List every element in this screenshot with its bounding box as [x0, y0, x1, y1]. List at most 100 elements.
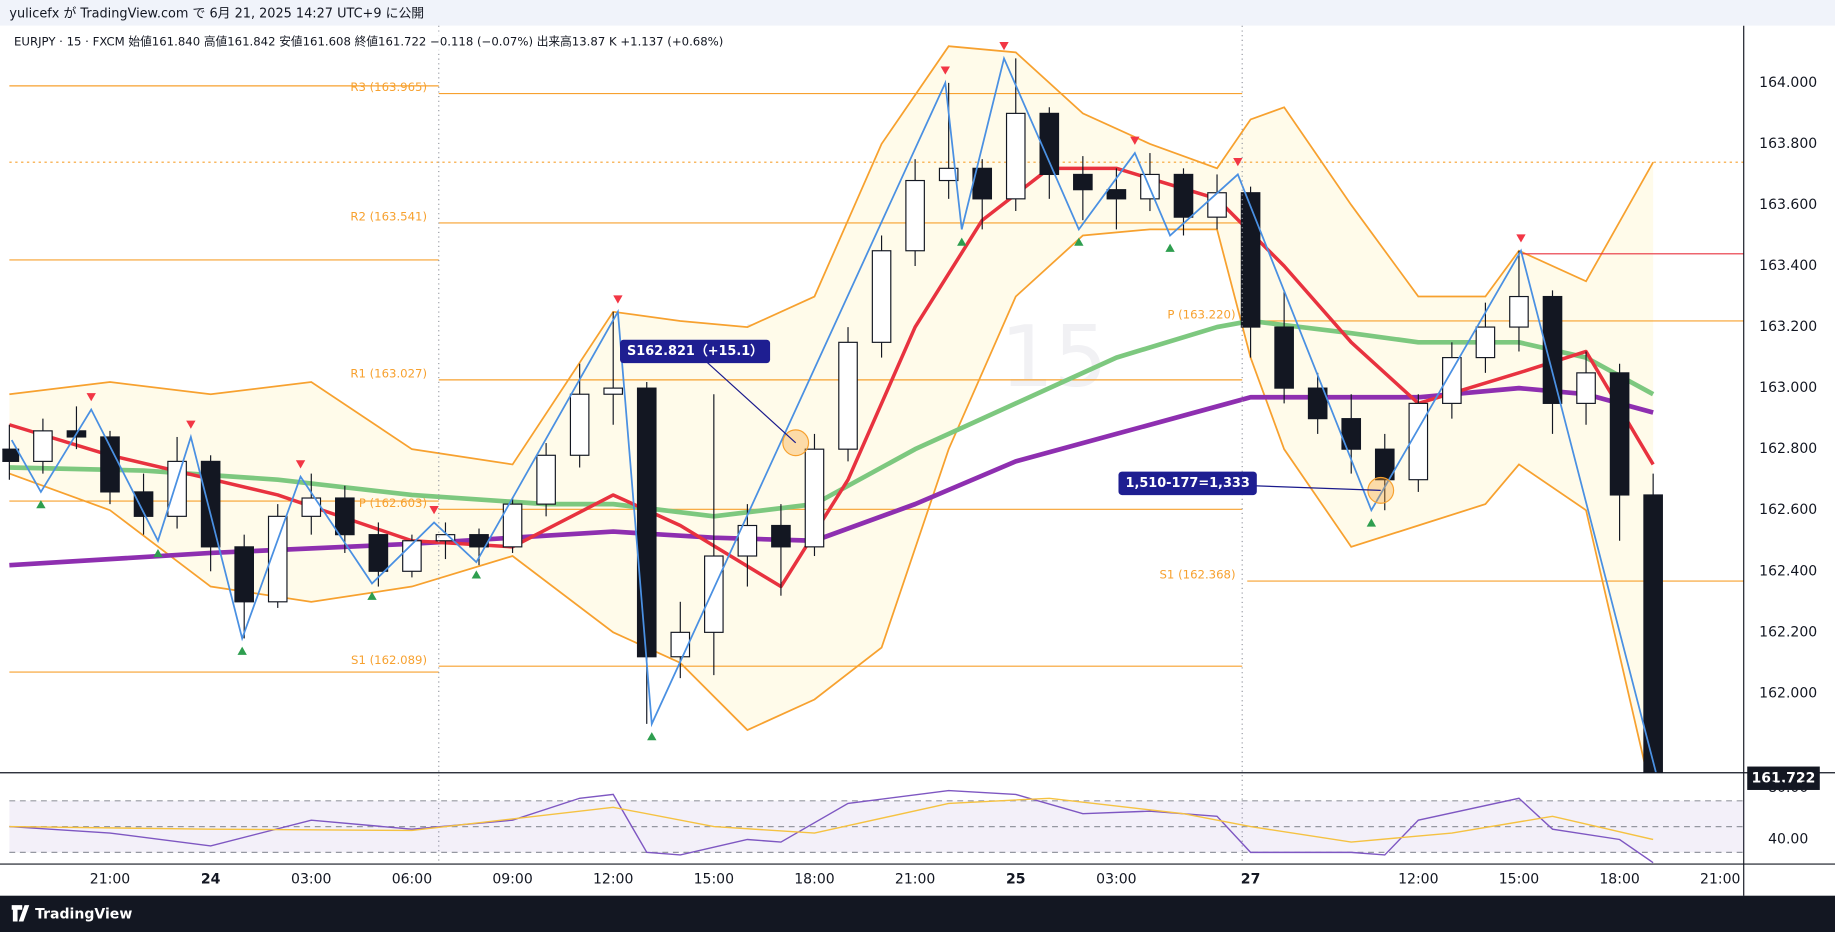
- header-bar: [0, 0, 1835, 26]
- y-tick-label: 163.400: [1759, 258, 1817, 274]
- annotation-box: [1118, 471, 1257, 496]
- last-price-box: [1747, 766, 1820, 790]
- swing-high-marker: [295, 460, 306, 469]
- x-tick-label: 25: [1006, 871, 1026, 887]
- swing-high-marker: [1130, 136, 1140, 145]
- swing-low-marker: [237, 646, 247, 655]
- swing-low-marker: [471, 570, 482, 579]
- legend-bg: [9, 31, 700, 51]
- zigzag: [10, 55, 1657, 773]
- candle-body: [335, 497, 355, 536]
- level-label: P (163.220): [1167, 308, 1235, 322]
- candle-body: [1609, 372, 1630, 496]
- x-tick-label: 12:00: [593, 871, 633, 887]
- candle-body: [33, 430, 53, 462]
- x-tick-label: 03:00: [291, 871, 331, 887]
- swing-high-marker: [1233, 158, 1243, 167]
- footer-logo: TradingView: [35, 906, 132, 922]
- candle-body: [1374, 448, 1395, 481]
- candle-body: [1643, 494, 1663, 773]
- candle-body: [938, 167, 959, 182]
- candle-body: [1509, 295, 1529, 328]
- candle-body: [1576, 372, 1596, 404]
- candle-body: [301, 497, 322, 517]
- swing-low-marker: [367, 591, 377, 600]
- annotation-box: [620, 339, 771, 364]
- swing-high-marker: [1516, 234, 1526, 243]
- candle-body: [737, 524, 758, 557]
- candle-body: [1542, 295, 1563, 404]
- y-tick-label: 163.000: [1759, 380, 1817, 396]
- candle-body: [1106, 189, 1127, 200]
- swing-low-marker: [647, 732, 657, 741]
- level-label: R3 (163.965): [350, 80, 427, 94]
- x-tick-label: 12:00: [1398, 871, 1438, 887]
- candle-body: [1274, 326, 1294, 389]
- candle-body: [1073, 173, 1093, 191]
- rsi-line: [9, 789, 1654, 864]
- level-label: R2 (163.541): [350, 210, 427, 224]
- level-label: R1 (163.027): [350, 367, 427, 381]
- swing-high-marker: [86, 393, 96, 402]
- y-tick-label: 162.800: [1759, 441, 1817, 457]
- moving-average: [9, 318, 1655, 519]
- level-label: S1 (162.368): [1160, 568, 1236, 582]
- candle-body: [670, 631, 691, 658]
- candle-body: [435, 534, 456, 542]
- moving-average: [8, 166, 1655, 589]
- x-tick-label: 09:00: [492, 871, 532, 887]
- candle-body: [368, 534, 389, 572]
- annotation-leader: [694, 351, 797, 444]
- candle-body: [234, 546, 254, 603]
- candle-body: [1039, 112, 1060, 176]
- swing-low-marker: [153, 548, 163, 558]
- candle-body: [704, 555, 724, 633]
- header-text: yulicefx が TradingView.com で 6月 21, 2025…: [9, 7, 424, 22]
- x-tick-label: 21:00: [895, 871, 935, 887]
- candle-body: [804, 448, 825, 548]
- x-tick-label: 27: [1241, 871, 1261, 887]
- chart-legend: EURJPY · 15 · FXCM 始値161.840 高値161.842 安…: [14, 35, 723, 49]
- candle-body: [200, 460, 221, 548]
- swing-low-marker: [1074, 237, 1084, 246]
- band-upper: [9, 45, 1654, 466]
- y-tick-label: 163.200: [1759, 319, 1817, 335]
- candle-body: [536, 454, 556, 505]
- candle-body: [267, 515, 288, 603]
- candle-body: [2, 448, 20, 462]
- annotation-label: 1,510-177=1,333: [1126, 476, 1250, 491]
- swing-high-marker: [999, 42, 1009, 51]
- x-tick-label: 24: [201, 871, 221, 887]
- y-tick-label: 162.200: [1759, 624, 1817, 640]
- band-lower: [9, 228, 1648, 773]
- candle-body: [636, 387, 657, 658]
- candle-body: [871, 250, 892, 343]
- x-tick-label: 18:00: [794, 871, 834, 887]
- swing-high-marker: [186, 420, 196, 429]
- x-tick-label: 15:00: [694, 871, 734, 887]
- candle-body: [1442, 357, 1462, 404]
- y-tick-label: 162.400: [1759, 563, 1817, 579]
- candle-body: [133, 491, 154, 517]
- candle-body: [569, 393, 590, 456]
- x-tick-label: 15:00: [1499, 871, 1539, 887]
- y-tick-label: 164.000: [1759, 75, 1817, 91]
- candle-body: [167, 460, 187, 517]
- swing-low-marker: [957, 237, 967, 246]
- rsi-line: [9, 797, 1654, 843]
- x-tick-label: 21:00: [90, 871, 130, 887]
- candle-body: [771, 524, 791, 548]
- swing-high-marker: [940, 66, 950, 75]
- candle-body: [1240, 192, 1261, 328]
- y-tick-label: 163.800: [1759, 136, 1817, 152]
- swing-low-marker: [1165, 243, 1175, 252]
- swing-high-marker: [613, 295, 623, 304]
- x-tick-label: 21:00: [1700, 871, 1740, 887]
- candle-body: [502, 503, 523, 548]
- swing-low-marker: [1366, 518, 1377, 527]
- candle-body: [1005, 112, 1026, 200]
- y-tick-label: 163.600: [1759, 197, 1817, 213]
- candle-body: [838, 341, 858, 450]
